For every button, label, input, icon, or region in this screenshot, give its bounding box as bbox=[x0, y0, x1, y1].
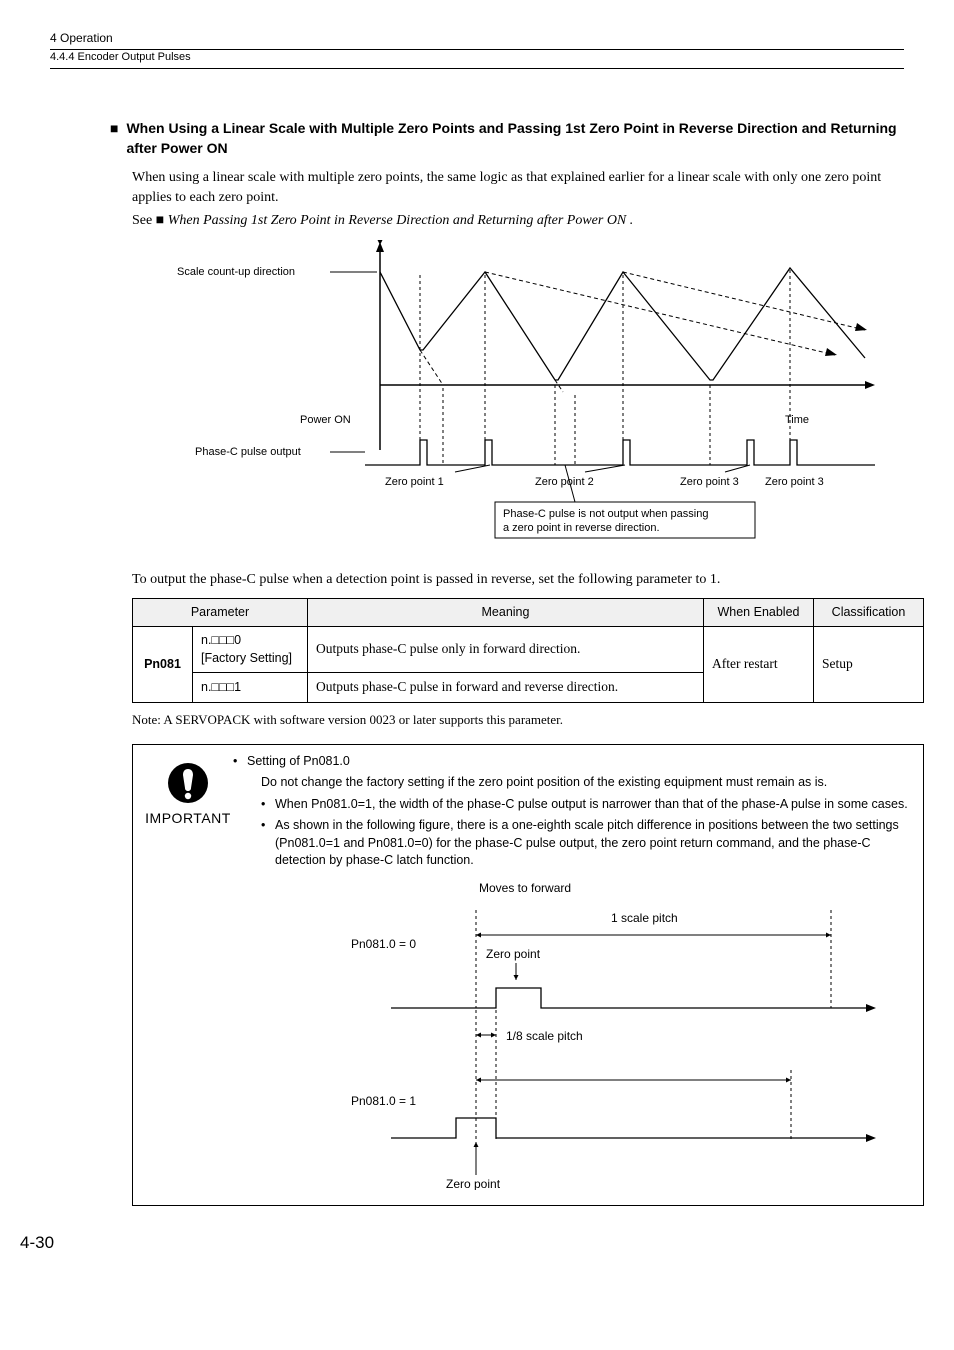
para2-lead: See bbox=[132, 213, 156, 228]
label-pn1: Pn081.0 = 1 bbox=[351, 1094, 416, 1108]
code0: n.□□□0 bbox=[201, 633, 241, 647]
paragraph-1: When using a linear scale with multiple … bbox=[132, 168, 904, 207]
th-parameter: Parameter bbox=[133, 598, 308, 627]
cell-meaning-0: Outputs phase-C pulse only in forward di… bbox=[308, 627, 704, 673]
label-scale-dir: Scale count-up direction bbox=[177, 266, 295, 278]
important-label: IMPORTANT bbox=[143, 809, 233, 829]
section-heading: ■ When Using a Linear Scale with Multipl… bbox=[110, 119, 904, 158]
cell-pn: Pn081 bbox=[133, 627, 193, 703]
diagram-note-2: a zero point in reverse direction. bbox=[503, 522, 660, 534]
label-zeropoint-0: Zero point bbox=[486, 947, 541, 961]
label-phase-c: Phase-C pulse output bbox=[195, 446, 301, 458]
cell-code-1: n.□□□1 bbox=[193, 673, 308, 703]
label-zp1: Zero point 1 bbox=[385, 476, 444, 488]
label-eighth: 1/8 scale pitch bbox=[506, 1029, 583, 1043]
label-moves-forward: Moves to forward bbox=[479, 881, 571, 895]
heading-title: When Using a Linear Scale with Multiple … bbox=[126, 119, 904, 158]
th-when: When Enabled bbox=[704, 598, 814, 627]
paragraph-2: See ■ When Passing 1st Zero Point in Rev… bbox=[132, 211, 904, 231]
th-meaning: Meaning bbox=[308, 598, 704, 627]
param-intro: To output the phase-C pulse when a detec… bbox=[132, 570, 904, 590]
important-box: IMPORTANT • Setting of Pn081.0 Do not ch… bbox=[132, 744, 924, 1207]
para2-marker: ■ bbox=[156, 213, 164, 228]
header-rule-2 bbox=[50, 68, 904, 69]
label-zeropoint-1: Zero point bbox=[446, 1177, 501, 1190]
page-number: 4-30 bbox=[20, 1231, 904, 1255]
cell-when: After restart bbox=[704, 627, 814, 703]
label-pn0: Pn081.0 = 0 bbox=[351, 937, 416, 951]
important-title: Setting of Pn081.0 bbox=[247, 753, 913, 771]
parameter-table: Parameter Meaning When Enabled Classific… bbox=[132, 598, 924, 703]
label-time: Time bbox=[785, 414, 809, 426]
bullet-dot: • bbox=[261, 817, 275, 835]
para2-italic: When Passing 1st Zero Point in Reverse D… bbox=[164, 213, 633, 228]
heading-marker: ■ bbox=[110, 119, 118, 139]
label-zp2: Zero point 2 bbox=[535, 476, 594, 488]
diagram-note-1: Phase-C pulse is not output when passing bbox=[503, 508, 708, 520]
label-zp3b: Zero point 3 bbox=[765, 476, 824, 488]
timing-diagram: Scale count-up direction Power ON Time P… bbox=[165, 240, 844, 555]
code0-sub: [Factory Setting] bbox=[201, 651, 292, 665]
cell-code-0: n.□□□0 [Factory Setting] bbox=[193, 627, 308, 673]
label-scale-pitch: 1 scale pitch bbox=[611, 911, 678, 925]
important-sub1: When Pn081.0=1, the width of the phase-C… bbox=[275, 796, 913, 814]
label-power-on: Power ON bbox=[300, 414, 351, 426]
important-content: • Setting of Pn081.0 Do not change the f… bbox=[233, 753, 913, 1196]
label-zp3a: Zero point 3 bbox=[680, 476, 739, 488]
pitch-diagram: Moves to forward 1 scale pitch Pn081.0 =… bbox=[261, 880, 913, 1196]
th-classification: Classification bbox=[814, 598, 924, 627]
section-label: 4.4.4 Encoder Output Pulses bbox=[50, 50, 904, 65]
cell-classification: Setup bbox=[814, 627, 924, 703]
cell-meaning-1: Outputs phase-C pulse in forward and rev… bbox=[308, 673, 704, 703]
exclamation-icon bbox=[166, 761, 210, 805]
important-sub2: As shown in the following figure, there … bbox=[275, 817, 913, 870]
bullet-dot: • bbox=[261, 796, 275, 814]
bullet-dot: • bbox=[233, 753, 247, 771]
important-text1: Do not change the factory setting if the… bbox=[261, 774, 913, 792]
note-text: Note: A SERVOPACK with software version … bbox=[132, 711, 904, 729]
chapter-label: 4 Operation bbox=[50, 30, 904, 47]
important-icon-block: IMPORTANT bbox=[143, 753, 233, 829]
